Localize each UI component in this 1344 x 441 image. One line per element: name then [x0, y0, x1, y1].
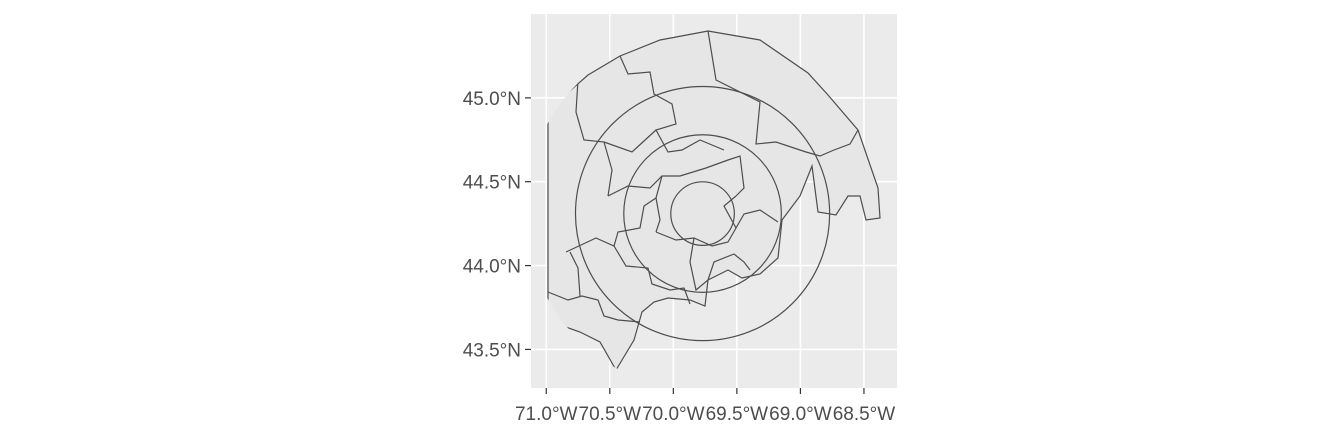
y-axis: 43.5°N 44.0°N 44.5°N 45.0°N	[463, 89, 531, 361]
region-border	[619, 55, 725, 153]
y-tick-label: 44.0°N	[463, 257, 521, 278]
y-tick-label: 45.0°N	[463, 89, 521, 110]
region-border	[547, 291, 641, 323]
region-border	[607, 155, 745, 197]
region-border	[655, 197, 661, 233]
distance-ring	[623, 134, 782, 293]
y-tick-label: 43.5°N	[463, 340, 521, 361]
region-border	[603, 129, 657, 153]
x-tick-label: 70.0°W	[642, 404, 705, 425]
region-border	[689, 237, 751, 292]
distance-ring	[670, 181, 735, 246]
y-tick-label: 44.5°N	[463, 173, 521, 194]
region-border	[613, 245, 691, 305]
region-border	[569, 251, 581, 297]
distance-rings	[525, 30, 887, 392]
region-border	[575, 79, 613, 197]
study-area	[547, 30, 881, 372]
regions	[525, 30, 887, 392]
x-axis: 71.0°W 70.5°W 70.0°W 69.5°W 69.0°W 68.5°W	[515, 388, 895, 425]
region-border	[565, 175, 663, 253]
region-border	[723, 195, 737, 229]
x-tick-label: 69.5°W	[706, 404, 769, 425]
x-tick-label: 71.0°W	[515, 404, 578, 425]
distance-ring	[574, 85, 831, 342]
region-border	[655, 209, 779, 247]
x-tick-label: 68.5°W	[833, 404, 896, 425]
x-tick-label: 70.5°W	[579, 404, 642, 425]
x-tick-label: 69.0°W	[769, 404, 832, 425]
